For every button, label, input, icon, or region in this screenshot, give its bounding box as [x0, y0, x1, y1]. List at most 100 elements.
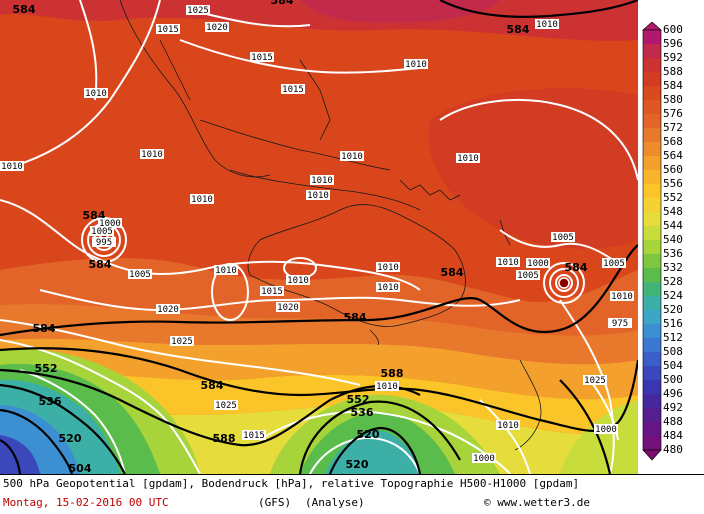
- color-scale-swatch: [643, 156, 661, 171]
- pressure-label: 1000: [527, 259, 549, 269]
- pressure-label: 1010: [191, 195, 213, 205]
- color-scale: 600 596 592 588 584 580 576 572 568 564 560 556 552 5…: [641, 22, 704, 462]
- pressure-label: 1015: [157, 25, 179, 35]
- color-scale-swatch: [643, 282, 661, 297]
- pressure-label-bg: [156, 304, 180, 314]
- pressure-label-bg: [526, 258, 550, 268]
- color-scale-label: 580: [663, 93, 683, 106]
- color-scale-label: 572: [663, 121, 683, 134]
- color-scale-swatch: [643, 296, 661, 311]
- caption-copyright: © www.wetter3.de: [484, 496, 590, 509]
- color-scale-label: 516: [663, 317, 683, 330]
- pressure-label-bg: [186, 5, 210, 15]
- color-scale-frame: [642, 29, 662, 451]
- pressure-label-bg: [92, 237, 116, 247]
- pressure-label: 1010: [376, 382, 398, 392]
- coastlines: [119, 0, 542, 451]
- pressure-label: 995: [96, 238, 112, 248]
- pressure-label-bg: [310, 175, 334, 185]
- band-556: [0, 368, 638, 435]
- geopotential-label: 584: [13, 3, 36, 16]
- color-scale-bar: [642, 22, 662, 461]
- pressure-label-bg: [242, 430, 266, 440]
- color-scale-swatch: [643, 170, 661, 185]
- geopotential-label: 584: [344, 311, 367, 324]
- pressure-label-bg: [260, 286, 284, 296]
- pressure-label: 1005: [552, 233, 574, 243]
- pressure-label: 1025: [584, 376, 606, 386]
- pressure-label: 1015: [243, 431, 265, 441]
- pressure-label: 1015: [261, 287, 283, 297]
- pressure-label-bg: [472, 453, 496, 463]
- pressure-label: 1010: [405, 60, 427, 70]
- geopotential-label: 504: [69, 462, 92, 474]
- pressure-label-bg: [496, 420, 520, 430]
- color-scale-swatch: [643, 394, 661, 409]
- pressure-label-bg: [594, 424, 618, 434]
- caption-title: 500 hPa Geopotential [gpdam], Bodendruck…: [3, 477, 580, 490]
- color-scale-swatch: [643, 436, 661, 451]
- color-scale-swatch: [643, 184, 661, 199]
- pressure-label-bg: [306, 190, 330, 200]
- color-scale-swatch: [643, 366, 661, 381]
- color-scale-swatch: [643, 58, 661, 73]
- caption-bar: 500 hPa Geopotential [gpdam], Bodendruck…: [0, 474, 704, 514]
- pressure-label-bg: [214, 400, 238, 410]
- color-scale-swatch: [643, 338, 661, 353]
- color-scale-label: 520: [663, 303, 683, 316]
- geopotential-label: 536: [351, 406, 374, 419]
- band-596: [300, 0, 500, 23]
- pressure-label: 1020: [157, 305, 179, 315]
- pressure-label-bg: [535, 19, 559, 29]
- pressure-label: 1010: [497, 421, 519, 431]
- pressure-label: 1010: [215, 266, 237, 276]
- band-572: [0, 303, 638, 365]
- pressure-label: 1005: [91, 227, 113, 237]
- pressure-label-bg: [375, 381, 399, 391]
- pressure-label: 1010: [611, 292, 633, 302]
- caption-mode: (Analyse): [305, 496, 365, 509]
- pressure-label: 1010: [307, 191, 329, 201]
- color-scale-label: 512: [663, 331, 683, 344]
- pressure-label: 975: [612, 319, 628, 329]
- band-576: [0, 258, 638, 336]
- geopotential-label: 520: [357, 428, 380, 441]
- isobars: [0, 0, 638, 474]
- color-scale-label: 544: [663, 219, 683, 232]
- pressure-label-bg: [286, 275, 310, 285]
- pressure-label-bg: [250, 52, 274, 62]
- color-scale-label: 568: [663, 135, 683, 148]
- pressure-label: 1010: [287, 276, 309, 286]
- low-center-east: [558, 277, 570, 289]
- pressure-label-bg: [98, 218, 122, 228]
- pressure-label: 1010: [457, 154, 479, 164]
- geopotential-label: 520: [346, 458, 369, 471]
- geopotential-label: 584: [89, 258, 112, 271]
- pressure-label-bg: [84, 88, 108, 98]
- pressure-label-bg: [205, 22, 229, 32]
- color-scale-swatch: [643, 310, 661, 325]
- color-scale-swatch: [643, 254, 661, 269]
- pressure-label: 1025: [171, 337, 193, 347]
- pressure-label: 1025: [215, 401, 237, 411]
- geopotential-label: 536: [39, 395, 62, 408]
- color-scale-label: 540: [663, 233, 683, 246]
- color-scale-label: 552: [663, 191, 683, 204]
- color-scale-swatch: [643, 198, 661, 213]
- color-scale-label: 588: [663, 65, 683, 78]
- pressure-label: 1020: [277, 303, 299, 313]
- color-scale-label: 592: [663, 51, 683, 64]
- pressure-label-bg: [170, 336, 194, 346]
- color-scale-swatch: [643, 72, 661, 87]
- pressure-label-bg: [376, 262, 400, 272]
- pressure-label-bg: [276, 302, 300, 312]
- color-scale-label: 548: [663, 205, 683, 218]
- color-scale-label: 508: [663, 345, 683, 358]
- geopotential-label: 584: [33, 322, 56, 335]
- band-588-east: [428, 88, 638, 249]
- color-scale-label: 500: [663, 373, 683, 386]
- color-scale-swatch: [643, 30, 661, 45]
- color-scale-label: 480: [663, 443, 683, 456]
- color-scale-label: 532: [663, 261, 683, 274]
